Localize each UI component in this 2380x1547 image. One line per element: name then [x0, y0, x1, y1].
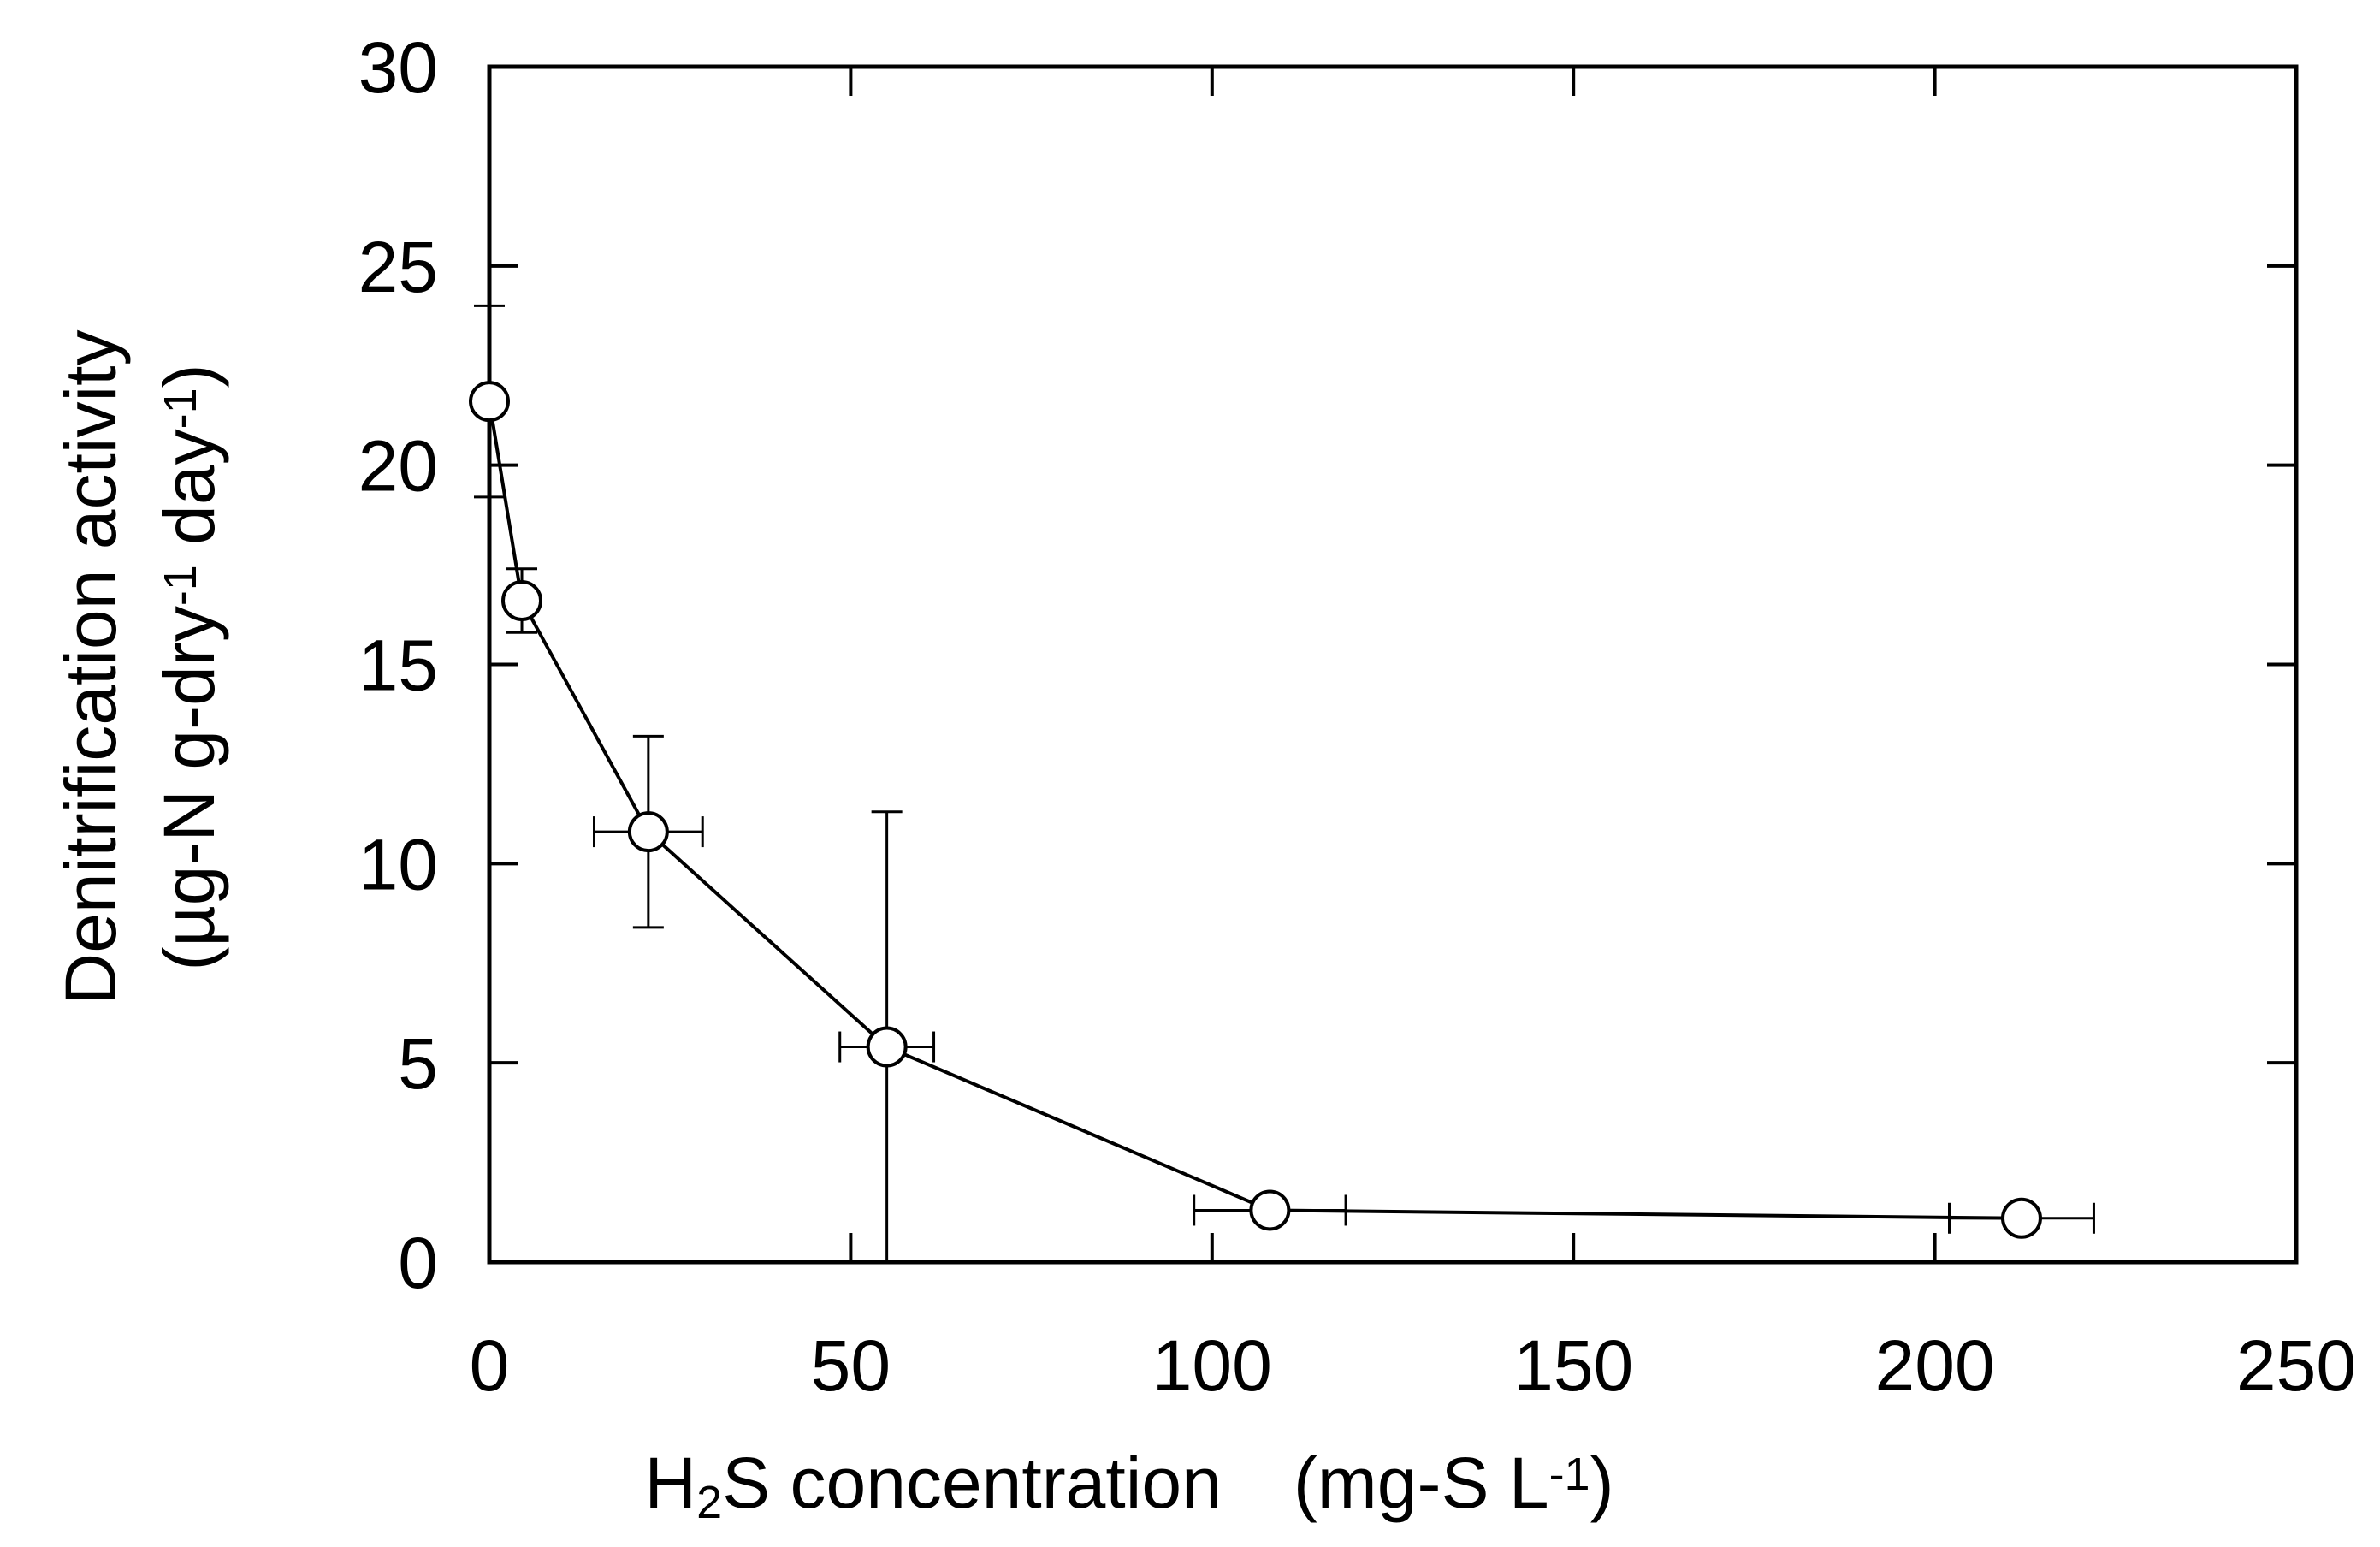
- series-line: [488, 400, 2022, 1220]
- x-axis-label: H2S concentration (mg-S L-1): [644, 1443, 1613, 1528]
- x-tick-label: 200: [1875, 1325, 1995, 1406]
- axis-ticks: [488, 65, 2298, 1264]
- axis-label-part: ): [1590, 1443, 1614, 1523]
- data-point: [627, 811, 669, 853]
- axis-label-part: Denitrification activity: [50, 330, 131, 1005]
- x-tick-label: 0: [470, 1325, 510, 1406]
- data-point: [2000, 1197, 2042, 1239]
- axis-label-part: S concentration (mg-S L: [722, 1443, 1548, 1523]
- y-tick-label: 10: [358, 824, 438, 904]
- axis-label-part: (µg-N g-dry: [149, 606, 229, 970]
- y-tick-label: 15: [358, 625, 438, 706]
- y-tick-label: 5: [398, 1023, 438, 1104]
- x-tick-label: 100: [1152, 1325, 1272, 1406]
- data-series: [469, 304, 2095, 1262]
- data-point: [469, 381, 510, 423]
- axis-label-part: 2: [696, 1477, 722, 1528]
- y-axis-label-line2: (µg-N g-dry-1 day-1): [149, 364, 229, 970]
- y-tick-label: 25: [358, 227, 438, 307]
- y-tick-label: 0: [398, 1223, 438, 1303]
- y-axis-label-line1: Denitrification activity: [50, 330, 131, 1005]
- axis-tick-labels: 0 50 100 150 200 250 0 5 10 15 20 25 30: [358, 27, 2357, 1406]
- axis-label-part: -1: [155, 388, 206, 429]
- data-point: [1249, 1189, 1291, 1231]
- y-tick-label: 20: [358, 426, 438, 507]
- x-tick-label: 150: [1513, 1325, 1633, 1406]
- data-point: [501, 579, 543, 621]
- axis-label-part: -1: [155, 565, 206, 606]
- axis-label-part: ): [149, 364, 229, 388]
- axis-label-part: -1: [1549, 1449, 1590, 1500]
- x-tick-label: 250: [2236, 1325, 2356, 1406]
- y-tick-label: 30: [358, 27, 438, 108]
- data-point: [866, 1026, 908, 1068]
- axis-label-part: H: [644, 1443, 696, 1523]
- plot-frame: [487, 64, 2299, 1265]
- x-tick-label: 50: [811, 1325, 891, 1406]
- axis-label-part: day: [149, 429, 229, 565]
